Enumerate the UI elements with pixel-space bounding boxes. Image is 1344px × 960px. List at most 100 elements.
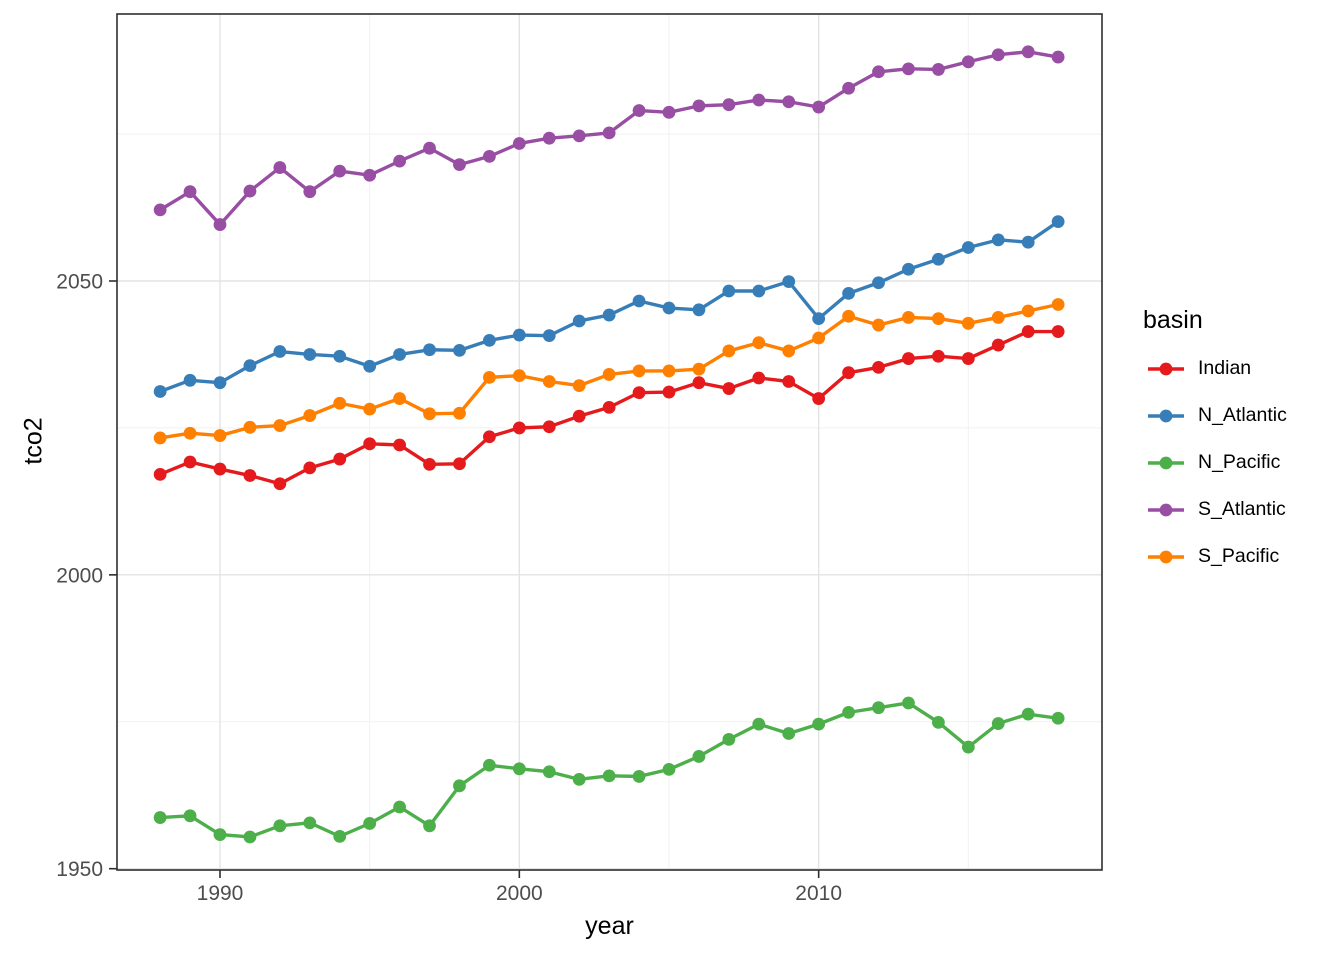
data-point-S_Pacific-2007 <box>722 344 736 358</box>
data-point-S_Pacific-1988 <box>153 431 167 445</box>
data-point-S_Atlantic-2006 <box>692 99 706 113</box>
data-point-N_Atlantic-2003 <box>602 308 616 322</box>
data-point-N_Atlantic-2009 <box>782 275 796 288</box>
data-point-S_Atlantic-1996 <box>393 154 406 168</box>
data-point-Indian-1993 <box>303 461 317 475</box>
data-point-Indian-2003 <box>602 400 616 414</box>
data-point-S_Atlantic-2007 <box>722 98 736 112</box>
data-point-Indian-2007 <box>722 382 736 395</box>
data-point-N_Pacific-2016 <box>991 717 1005 730</box>
data-point-N_Atlantic-2014 <box>931 252 945 266</box>
data-point-N_Pacific-1996 <box>393 800 406 814</box>
data-point-N_Atlantic-2018 <box>1051 215 1065 229</box>
data-point-N_Pacific-1992 <box>273 819 287 833</box>
data-point-Indian-1998 <box>453 457 466 471</box>
legend-key-icon <box>1148 409 1184 422</box>
data-point-Indian-2010 <box>812 392 826 405</box>
legend-item-label: S_Pacific <box>1198 545 1280 567</box>
data-point-S_Atlantic-1994 <box>333 164 347 178</box>
data-point-N_Atlantic-1988 <box>153 385 167 398</box>
data-point-S_Atlantic-1998 <box>453 158 466 172</box>
data-point-N_Atlantic-1992 <box>273 345 287 358</box>
data-point-S_Atlantic-2001 <box>542 131 556 145</box>
data-point-S_Atlantic-1988 <box>153 203 167 217</box>
data-point-N_Atlantic-2007 <box>722 284 736 298</box>
data-point-N_Pacific-1993 <box>303 816 317 830</box>
data-point-N_Pacific-2017 <box>1021 707 1035 721</box>
legend-item-label: S_Atlantic <box>1198 498 1286 520</box>
data-point-Indian-1994 <box>333 452 347 466</box>
data-point-S_Pacific-2011 <box>842 309 855 323</box>
data-point-Indian-1999 <box>482 430 496 444</box>
data-point-S_Atlantic-1989 <box>183 185 197 199</box>
data-point-N_Pacific-2011 <box>842 705 855 719</box>
data-point-S_Pacific-2018 <box>1051 298 1065 311</box>
data-point-Indian-2014 <box>931 349 945 363</box>
data-point-Indian-2009 <box>782 375 796 388</box>
data-point-N_Pacific-2014 <box>931 715 945 729</box>
data-point-S_Atlantic-1992 <box>273 161 287 174</box>
data-point-Indian-2008 <box>752 371 766 385</box>
data-point-S_Pacific-2016 <box>991 311 1005 324</box>
data-point-N_Atlantic-2004 <box>632 294 646 308</box>
data-point-S_Atlantic-2012 <box>872 65 885 79</box>
data-point-S_Atlantic-2003 <box>602 126 616 140</box>
data-point-N_Pacific-2010 <box>812 717 826 731</box>
data-point-S_Atlantic-2010 <box>812 100 826 114</box>
data-point-N_Atlantic-1998 <box>453 343 466 357</box>
data-point-N_Atlantic-2016 <box>991 233 1005 247</box>
data-point-N_Pacific-2018 <box>1051 711 1065 725</box>
data-point-S_Pacific-2010 <box>812 331 826 345</box>
data-point-N_Atlantic-2017 <box>1021 235 1035 249</box>
data-point-N_Atlantic-1989 <box>183 373 197 387</box>
data-point-S_Atlantic-2013 <box>902 62 915 76</box>
data-point-Indian-2001 <box>542 420 556 434</box>
data-point-Indian-1990 <box>213 462 227 476</box>
data-point-Indian-2002 <box>572 409 586 423</box>
data-point-Indian-1996 <box>393 438 406 452</box>
data-point-Indian-1988 <box>153 467 167 481</box>
x-tick-label: 2010 <box>795 882 842 905</box>
data-point-S_Pacific-2012 <box>872 318 885 332</box>
data-point-Indian-2000 <box>512 421 526 435</box>
data-point-S_Pacific-2004 <box>632 364 646 378</box>
series-line-N_Atlantic <box>158 219 1060 394</box>
data-point-N_Atlantic-2010 <box>812 312 826 326</box>
panel-border <box>116 13 1103 871</box>
data-point-S_Pacific-1993 <box>303 409 317 422</box>
data-point-N_Atlantic-2001 <box>542 329 556 343</box>
data-point-N_Pacific-1990 <box>213 828 227 842</box>
y-tick-label: 1950 <box>56 858 103 881</box>
data-point-N_Pacific-1989 <box>183 809 197 823</box>
data-point-S_Pacific-1995 <box>363 402 377 416</box>
data-point-S_Pacific-2003 <box>602 368 616 381</box>
data-point-N_Pacific-1994 <box>333 829 347 843</box>
data-point-N_Pacific-1998 <box>453 779 466 793</box>
data-point-S_Pacific-2017 <box>1021 304 1035 318</box>
y-tick-label: 2050 <box>56 271 103 294</box>
data-point-N_Atlantic-1997 <box>423 343 436 357</box>
data-point-N_Pacific-1988 <box>153 811 167 824</box>
data-point-S_Pacific-2009 <box>782 344 796 358</box>
data-point-N_Pacific-2001 <box>542 765 556 779</box>
data-point-S_Atlantic-2005 <box>662 105 676 119</box>
data-point-S_Atlantic-2000 <box>512 137 526 150</box>
data-point-Indian-2006 <box>692 376 706 390</box>
data-point-S_Atlantic-1990 <box>213 218 227 231</box>
data-point-Indian-2018 <box>1051 325 1065 338</box>
legend-item-label: N_Atlantic <box>1198 404 1287 426</box>
data-point-N_Atlantic-2008 <box>752 284 766 298</box>
legend-item-label: Indian <box>1198 357 1252 379</box>
data-point-S_Atlantic-2009 <box>782 95 796 109</box>
data-point-N_Pacific-2008 <box>752 717 766 731</box>
data-point-N_Pacific-1999 <box>482 758 496 772</box>
data-point-Indian-2012 <box>872 360 885 374</box>
data-point-N_Atlantic-1991 <box>243 359 257 373</box>
data-point-S_Pacific-2008 <box>752 336 766 350</box>
x-tick-label: 1990 <box>197 882 244 905</box>
x-tick-label: 2000 <box>496 882 543 905</box>
data-point-Indian-2004 <box>632 386 646 400</box>
data-point-S_Pacific-2000 <box>512 369 526 383</box>
data-point-N_Atlantic-1994 <box>333 349 347 363</box>
data-point-S_Atlantic-2002 <box>572 129 586 143</box>
